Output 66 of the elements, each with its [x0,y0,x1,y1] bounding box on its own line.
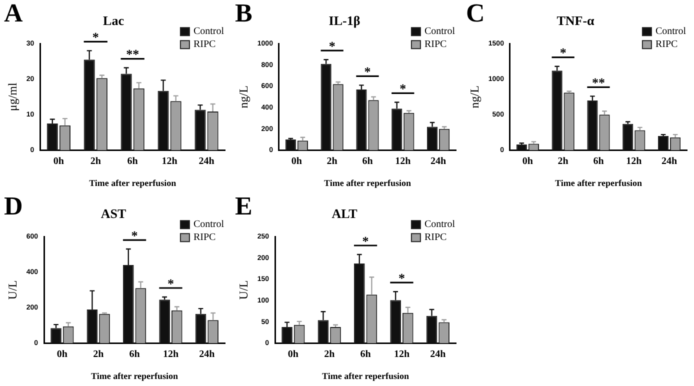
x-tick-label: 6h [129,348,140,360]
legend-label: Control [193,26,224,38]
x-tick-label: 12h [162,156,178,167]
x-tick-label: 0h [288,348,299,360]
annotation: * [362,233,369,248]
legend-label: RIPC [193,232,216,244]
legend-label: Control [424,219,456,230]
legend-label: RIPC [424,232,448,244]
text: E [235,192,252,221]
chart-title: IL-1β [328,13,360,28]
x-axis-title: Time after reperfusion [554,178,642,188]
annotation: * [398,270,405,286]
x-tick-label: 0h [522,156,534,167]
text: B [235,0,252,28]
x-tick-label: 24h [198,156,215,167]
x-tick-label: 12h [626,156,642,167]
x-tick-label: 12h [394,348,410,360]
x-axis-title: Time after reperfusion [324,178,411,188]
annotation: ** [592,75,605,90]
annotation: * [92,30,99,45]
legend-label: RIPC [655,39,678,50]
legend-label: Control [655,26,686,38]
x-tick-label: 6h [362,156,374,167]
annotation: * [400,81,406,96]
y-axis-title: ng/L [236,86,250,108]
annotation: * [328,38,336,54]
legend-label: RIPC [424,39,448,50]
y-axis-title: U/L [5,280,20,300]
x-tick-label: 24h [430,156,447,167]
annotation: * [560,45,566,60]
x-tick-label: 2h [324,348,336,360]
x-tick-label: 12h [395,156,412,167]
x-tick-label: 6h [127,156,138,167]
x-tick-label: 2h [326,156,338,167]
x-tick-label: 24h [430,348,446,360]
x-tick-label: 0h [53,156,64,167]
x-tick-label: 6h [360,348,372,360]
y-axis-title: μg/ml [5,82,20,112]
y-axis-title: ng/L [467,86,482,108]
x-tick-label: 0h [291,156,302,167]
annotation: * [131,228,138,243]
chart-title: TNF-α [556,13,596,28]
chart-title: AST [100,206,126,222]
annotation: * [167,276,174,291]
legend-label: RIPC [193,39,216,50]
chart-title: Lac [103,13,124,28]
text: D [4,192,23,221]
y-axis-title: U/L [236,280,250,300]
x-tick-label: 2h [558,156,569,167]
x-tick-label: 24h [662,156,678,167]
x-tick-label: 12h [162,348,179,360]
x-axis-title: Time after reperfusion [91,370,178,381]
x-tick-label: 2h [90,156,102,167]
x-tick-label: 6h [593,156,604,167]
chart-title: ALT [332,206,358,222]
text: A [4,0,23,28]
legend-label: Control [424,26,456,38]
annotation: ** [126,46,140,62]
x-tick-label: 24h [199,348,216,360]
annotation: * [364,64,371,80]
x-axis-title: Time after reperfusion [89,178,176,188]
x-axis-title: Time after reperfusion [322,370,410,381]
x-tick-label: 0h [56,348,68,360]
legend-label: Control [193,219,224,230]
text: C [466,0,485,28]
x-tick-label: 2h [93,348,104,360]
